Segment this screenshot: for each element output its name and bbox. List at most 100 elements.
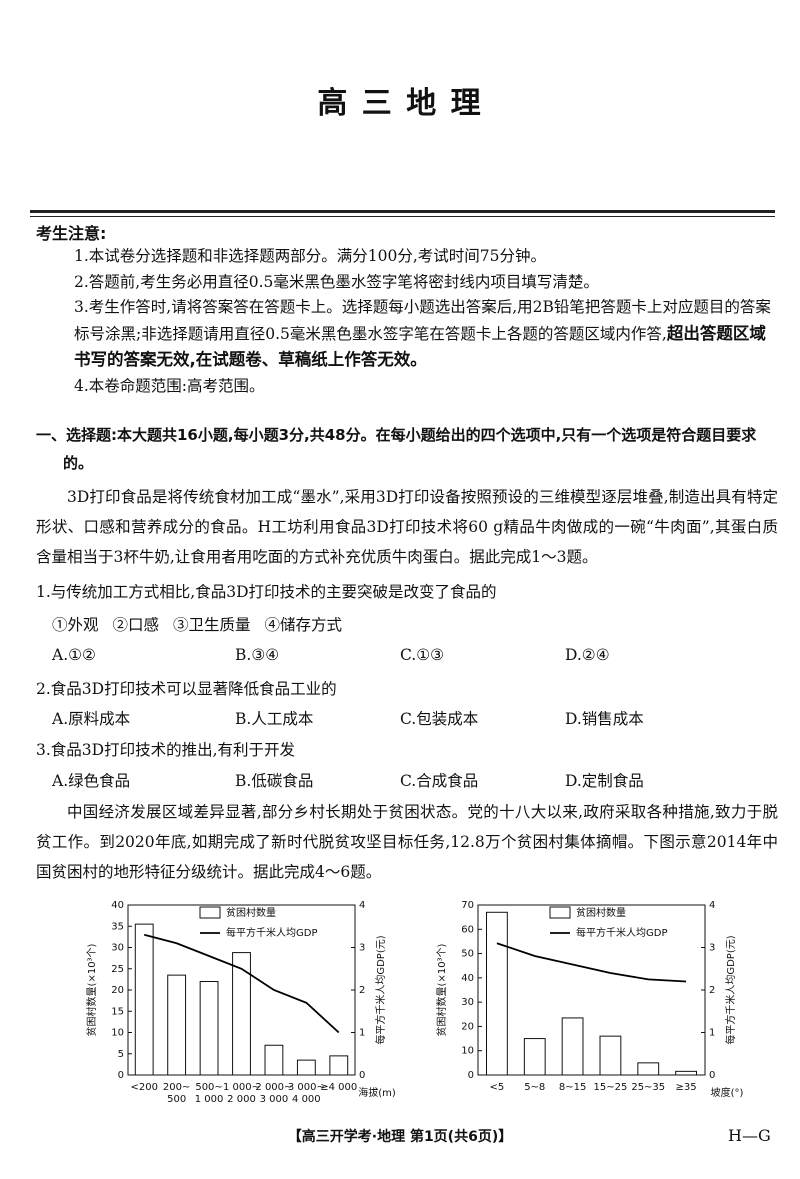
y2-tick-label: 1	[709, 1028, 715, 1039]
y-tick-label: 50	[461, 949, 474, 960]
x-tick-label: 200~ 500	[163, 1082, 190, 1105]
x-tick-label: 3 000~ 4 000	[288, 1082, 325, 1105]
passage: 中国经济发展区域差异显著,部分乡村长期处于贫困状态。党的十八大以来,政府采取各种…	[36, 803, 778, 881]
bar	[264, 1044, 284, 1076]
y-tick-label: 60	[461, 924, 474, 935]
y-tick-label: 10	[461, 1046, 474, 1057]
statement: ③卫生质量	[173, 616, 251, 634]
option: D.②④	[565, 646, 610, 664]
options: A.原料成本 B.人工成本 C.包装成本 D.销售成本	[52, 707, 772, 729]
bar	[296, 1059, 316, 1076]
option: C.包装成本	[400, 710, 479, 728]
statement: ①外观	[52, 616, 99, 634]
option: B.③④	[235, 646, 280, 664]
section-heading: 一、选择题:本大题共16小题,每小题3分,共48分。在每小题给出的四个选项中,只…	[36, 426, 757, 472]
rule	[30, 210, 775, 213]
x-tick-label: 1 000~ 2 000	[223, 1082, 260, 1105]
bar	[167, 974, 187, 1076]
bar	[675, 1070, 697, 1076]
y2-axis-label: 每平方千米人均GDP(元)	[374, 935, 387, 1044]
notice-emphasis: 超出答题区域书写的答案无效,在试题卷、草稿纸上作答无效。	[74, 323, 766, 370]
bar	[637, 1062, 660, 1076]
x-tick-label: 25~35	[631, 1082, 665, 1093]
paper-code: H—G	[728, 1126, 771, 1145]
notice-title: 考生注意:	[36, 224, 107, 243]
y2-tick-label: 0	[709, 1070, 715, 1081]
legend-label: 每平方千米人均GDP	[226, 926, 317, 939]
notice-list: 1.本试卷分选择题和非选择题两部分。满分100分,考试时间75分钟。 2.答题前…	[74, 244, 774, 399]
bar	[329, 1055, 349, 1076]
y-tick-label: 70	[461, 900, 474, 911]
bar	[599, 1035, 622, 1076]
question-stem: 3.食品3D打印技术的推出,有利于开发	[36, 741, 296, 759]
option: A.①②	[52, 646, 96, 664]
y-tick-label: 5	[118, 1049, 124, 1060]
footer: 【高三开学考·地理 第1页(共6页)】	[287, 1129, 513, 1145]
statements: ①外观 ②口感 ③卫生质量 ④储存方式	[52, 613, 552, 635]
statement: ②口感	[112, 616, 160, 634]
notice-item: 1.本试卷分选择题和非选择题两部分。满分100分,考试时间75分钟。	[74, 247, 547, 265]
notice-item: 2.答题前,考生务必用直径0.5毫米黑色墨水签字笔将密封线内项目填写清楚。	[74, 272, 599, 291]
bar	[199, 981, 219, 1076]
y2-tick-label: 3	[709, 943, 715, 954]
legend-swatch	[199, 906, 221, 919]
legend-label: 贫困村数量	[576, 906, 626, 919]
y-tick-label: 15	[111, 1006, 124, 1017]
legend-label: 每平方千米人均GDP	[576, 926, 667, 939]
y-tick-label: 10	[111, 1028, 124, 1039]
y-tick-label: 40	[461, 973, 474, 984]
y2-tick-label: 0	[359, 1070, 365, 1081]
y-tick-label: 35	[111, 921, 124, 932]
question-stem: 2.食品3D打印技术可以显著降低食品工业的	[36, 680, 337, 698]
legend-label: 贫困村数量	[226, 906, 276, 919]
y-tick-label: 0	[118, 1070, 124, 1081]
y2-tick-label: 4	[359, 900, 365, 911]
x-tick-label: ≥35	[676, 1082, 697, 1093]
option: C.合成食品	[400, 772, 479, 790]
option: D.销售成本	[565, 710, 644, 728]
x-tick-label: ≥4 000	[320, 1082, 357, 1093]
line-series	[143, 933, 340, 1034]
rule	[30, 216, 775, 217]
option: B.人工成本	[235, 710, 314, 728]
y-tick-label: 20	[111, 985, 124, 996]
bar	[561, 1017, 584, 1076]
x-tick-label: 5~8	[524, 1082, 545, 1093]
x-axis-label: 海拔(m)	[358, 1086, 396, 1099]
chart: 0 5 10 15 20 25 30 35 40 0 1 2 3 4 贫困村数量(×10³个) 每平方千米人均…	[85, 900, 396, 1105]
x-tick-label: 15~25	[594, 1082, 628, 1093]
y2-tick-label: 3	[359, 943, 365, 954]
x-tick-label: <200	[130, 1082, 157, 1093]
statement: ④储存方式	[264, 616, 343, 634]
y2-tick-label: 1	[359, 1028, 365, 1039]
option: C.①③	[400, 646, 445, 664]
bar	[232, 952, 251, 1076]
passage: 3D打印食品是将传统食材加工成“墨水”,采用3D打印设备按照预设的三维模型逐层堆…	[36, 488, 778, 566]
x-tick-label: 500~ 1 000	[195, 1082, 224, 1105]
x-tick-label: <5	[490, 1082, 505, 1093]
bar	[523, 1038, 546, 1076]
bar	[486, 911, 508, 1076]
x-tick-label: 2 000~ 3 000	[255, 1082, 292, 1105]
y-tick-label: 30	[461, 997, 474, 1008]
option: A.绿色食品	[52, 772, 131, 790]
y2-tick-label: 2	[709, 985, 715, 996]
y-tick-label: 40	[111, 900, 124, 911]
notice-item: 4.本卷命题范围:高考范围。	[74, 376, 265, 395]
y-tick-label: 20	[461, 1021, 474, 1032]
options: A.绿色食品 B.低碳食品 C.合成食品 D.定制食品	[52, 769, 772, 791]
y2-tick-label: 4	[709, 900, 715, 911]
line-series	[496, 942, 687, 983]
question-stem: 1.与传统加工方式相比,食品3D打印技术的主要突破是改变了食品的	[36, 583, 497, 601]
option: D.定制食品	[565, 772, 644, 790]
option: B.低碳食品	[235, 772, 314, 790]
option: A.原料成本	[52, 710, 131, 728]
notice-item: 3.考生作答时,请将答案答在答题卡上。选择题每小题选出答案后,用2B铅笔把答题卡…	[74, 295, 774, 374]
y-tick-label: 30	[111, 943, 124, 954]
y-tick-label: 0	[468, 1070, 474, 1081]
y-axis-label: 贫困村数量(×10³个)	[85, 943, 98, 1036]
y-tick-label: 25	[111, 964, 124, 975]
y2-tick-label: 2	[359, 985, 365, 996]
y-axis-label: 贫困村数量(×10³个)	[435, 943, 448, 1036]
